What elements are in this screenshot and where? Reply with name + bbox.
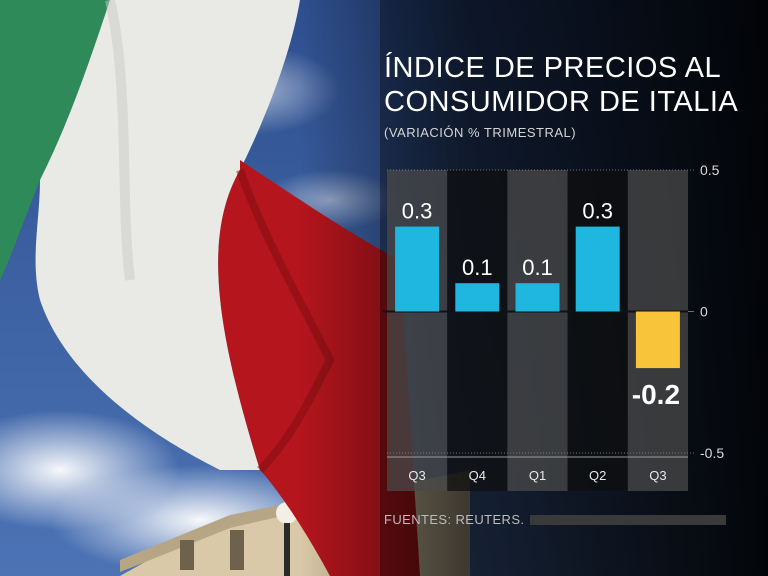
x-tick-label: Q3	[408, 468, 425, 483]
y-tick-label: -0.5	[700, 445, 724, 461]
y-tick-label: 0.5	[700, 162, 720, 178]
bar	[515, 283, 560, 312]
chart-column-band	[387, 170, 448, 491]
x-tick-label: Q1	[529, 468, 546, 483]
source-note: FUENTES: REUTERS.	[384, 512, 525, 527]
chart-title-line-2: CONSUMIDOR DE ITALIA	[384, 86, 739, 118]
data-label: 0.1	[522, 255, 553, 280]
x-tick-label: Q3	[649, 468, 666, 483]
chart-title-line-1: ÍNDICE DE PRECIOS AL	[384, 52, 722, 84]
x-tick-label: Q4	[469, 468, 486, 483]
bar	[395, 226, 440, 312]
bar	[575, 226, 620, 312]
source-divider-bar	[530, 515, 726, 525]
data-label: -0.2	[632, 379, 680, 410]
chart-subtitle: (VARIACIÓN % TRIMESTRAL)	[384, 125, 577, 140]
chart-column-band	[447, 170, 508, 491]
x-tick-label: Q2	[589, 468, 606, 483]
data-label: 0.3	[402, 199, 433, 224]
chart-column-band	[567, 170, 628, 491]
bar	[455, 283, 500, 312]
bar	[635, 311, 680, 369]
data-label: 0.3	[582, 199, 613, 224]
chart-column-band	[507, 170, 568, 491]
data-label: 0.1	[462, 255, 493, 280]
y-tick-label: 0	[700, 304, 708, 320]
